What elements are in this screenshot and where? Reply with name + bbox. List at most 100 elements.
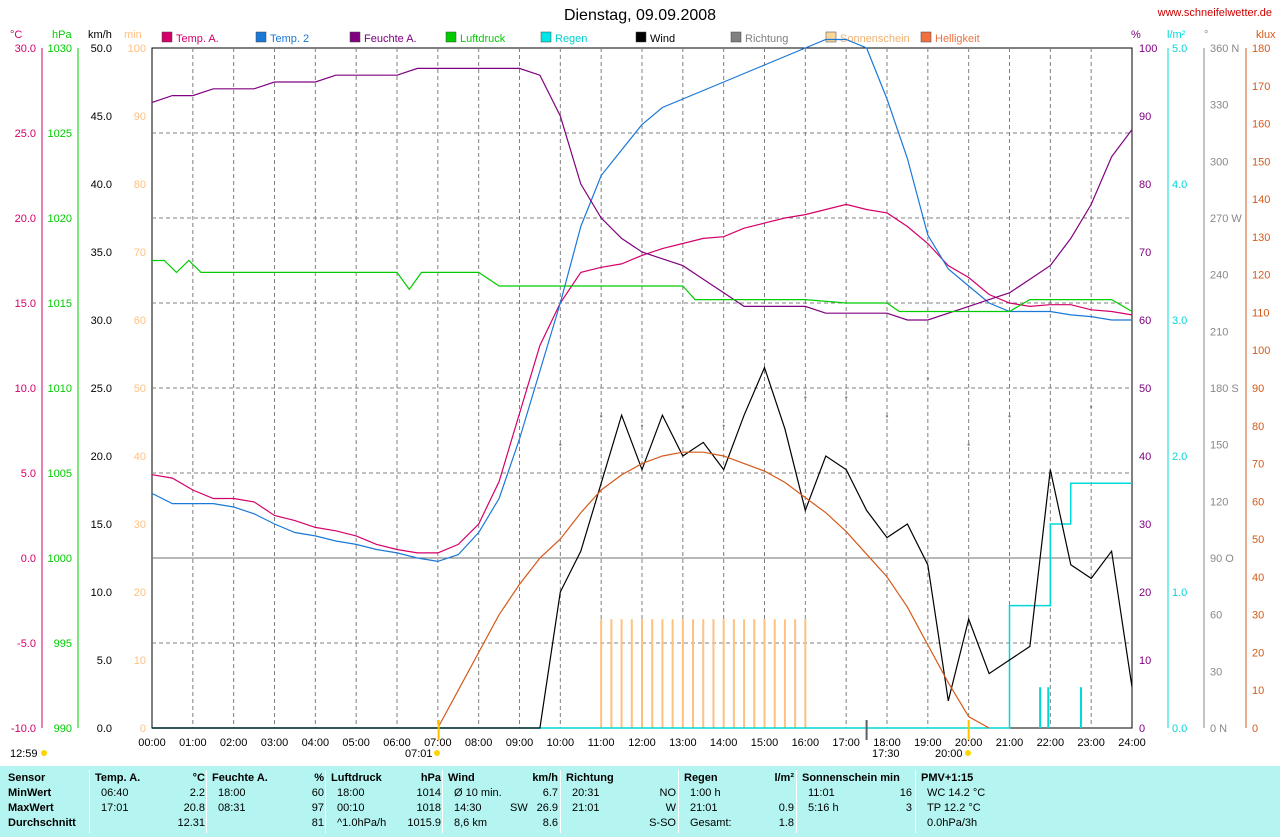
temp-tick: 25.0 <box>15 128 36 140</box>
rain-tick: 5.0 <box>1172 43 1187 55</box>
legend-swatch <box>540 31 552 43</box>
rain-tick: 0.0 <box>1172 723 1187 735</box>
wind-tick: 20.0 <box>91 451 112 463</box>
time-tick: 07:00 <box>424 737 452 749</box>
time-tick: 17:00 <box>832 737 860 749</box>
direction-point <box>844 396 848 399</box>
stats-column: Feuchte A.% 18:00 60 08:31 97 81 <box>212 766 324 837</box>
sun-icon <box>41 750 47 756</box>
stats-value: 1014 <box>416 787 441 799</box>
stats-extra: SW <box>510 802 528 814</box>
sunrise-label: 07:01 <box>405 748 433 760</box>
lux-tick: 100 <box>1252 345 1270 357</box>
stats-time: 00:10 <box>337 802 365 814</box>
pressure-tick: 1000 <box>48 553 72 565</box>
stats-header: Temp. A. <box>95 772 141 784</box>
sun-tick: 100 <box>128 43 146 55</box>
direction-dots <box>559 301 1093 446</box>
legend-swatch <box>730 31 742 43</box>
direction-tick: 30 <box>1210 666 1222 678</box>
grid <box>151 47 1133 729</box>
direction-point <box>1008 415 1011 418</box>
lux-tick: 0 <box>1252 723 1258 735</box>
pressure-tick: 990 <box>54 723 72 735</box>
stats-column: Wind km/h Ø 10 min. 6.7 14:30 SW 26.9 8,6 km 8.6 <box>448 766 558 837</box>
legend-label: Richtung <box>745 33 788 45</box>
wind-tick: 40.0 <box>91 179 112 191</box>
website-label[interactable]: www.schneifelwetter.de <box>1157 7 1272 19</box>
series-feuchte-a- <box>151 67 1133 321</box>
rain-tick: 3.0 <box>1172 315 1187 327</box>
lux-tick: 130 <box>1252 232 1270 244</box>
stats-time: 8,6 km <box>454 817 488 829</box>
stats-separator <box>206 770 207 833</box>
sun-tick: 0 <box>140 723 146 735</box>
stats-time: 14:30 <box>454 802 482 814</box>
time-tick: 20:00 <box>955 737 983 749</box>
stats-time: 0.0hPa/3h <box>927 817 978 829</box>
dusk-label: 20:00 <box>935 748 963 760</box>
right-unit-label: klux <box>1256 29 1276 41</box>
stats-header: Richtung <box>566 772 614 784</box>
statistics-panel: Sensor MinWert MaxWert Durchschnitt Temp. A.… <box>0 766 1280 837</box>
time-tick: 19:00 <box>914 737 942 749</box>
lux-tick: 60 <box>1252 496 1264 508</box>
legend-swatch <box>920 31 932 43</box>
humidity-tick: 10 <box>1139 655 1151 667</box>
stats-column: Regen l/m² 1:00 h 21:01 0.9 Gesamt: 1.8 <box>684 766 794 837</box>
stats-separator <box>796 770 797 833</box>
stats-header: Luftdruck <box>331 772 382 784</box>
time-tick: 01:00 <box>179 737 207 749</box>
direction-point <box>640 424 644 427</box>
time-tick: 03:00 <box>261 737 289 749</box>
time-tick: 12:00 <box>628 737 656 749</box>
direction-tick: 210 <box>1210 326 1228 338</box>
stats-time: 18:00 <box>337 787 365 799</box>
legend-swatch <box>635 31 647 43</box>
stats-row-label: MinWert <box>8 787 52 799</box>
legend: Temp. A. Temp. 2 Feuchte A. Luftdruck Regen W… <box>161 31 980 45</box>
sunrise-left-label: 12:59 <box>10 748 38 760</box>
stats-header: Wind <box>448 772 475 784</box>
axes: 30.025.020.015.010.05.00.0-5.0-10.010301… <box>10 29 1276 749</box>
left-unit-label: min <box>124 29 142 41</box>
sun-icon <box>965 750 971 756</box>
temp-tick: 20.0 <box>15 213 36 225</box>
wind-tick: 45.0 <box>91 111 112 123</box>
stats-time: 21:01 <box>572 802 600 814</box>
sun-tick: 90 <box>134 111 146 123</box>
stats-time: WC 14.2 °C <box>927 787 986 799</box>
stats-time: Gesamt: <box>690 817 732 829</box>
weather-chart: Dienstag, 09.09.2008 www.schneifelwetter… <box>10 7 1276 760</box>
series-temp-2 <box>151 38 1132 563</box>
direction-tick: 270 W <box>1210 213 1242 225</box>
humidity-tick: 100 <box>1139 43 1157 55</box>
series-helligkeit <box>437 451 990 729</box>
stats-column: Sensor MinWert MaxWert Durchschnitt <box>8 766 88 837</box>
stats-value: S-SO <box>649 817 676 829</box>
direction-point <box>1049 301 1052 305</box>
lux-tick: 20 <box>1252 647 1264 659</box>
wind-tick: 15.0 <box>91 519 112 531</box>
stats-separator <box>560 770 561 833</box>
direction-tick: 90 O <box>1210 553 1234 565</box>
pressure-tick: 1020 <box>48 213 72 225</box>
wind-tick: 0.0 <box>97 723 112 735</box>
stats-value: 20.8 <box>183 802 205 814</box>
stats-time: 1:00 h <box>690 787 721 799</box>
direction-tick: 180 S <box>1210 383 1239 395</box>
stats-value: 1.8 <box>778 817 794 829</box>
humidity-tick: 50 <box>1139 383 1151 395</box>
sun-icon <box>434 750 440 756</box>
stats-time: 11:01 <box>808 787 835 799</box>
direction-point <box>1089 405 1093 409</box>
stats-column: Sonnenschein min 11:01 16 5:16 h 3 <box>802 766 912 837</box>
time-tick: 18:00 <box>873 737 901 749</box>
stats-separator <box>442 770 443 833</box>
stats-value: 3 <box>905 802 912 814</box>
time-tick: 24:00 <box>1118 737 1146 749</box>
stats-value: 97 <box>311 802 324 814</box>
sunset-label: 17:30 <box>872 748 900 760</box>
direction-point <box>967 443 970 446</box>
left-unit-label: km/h <box>88 29 112 41</box>
